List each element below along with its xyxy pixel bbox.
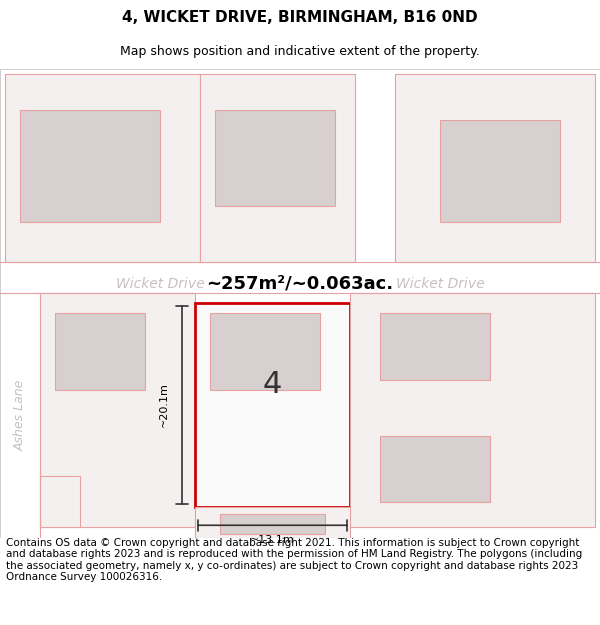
Text: 4, WICKET DRIVE, BIRMINGHAM, B16 0ND: 4, WICKET DRIVE, BIRMINGHAM, B16 0ND — [122, 9, 478, 24]
Text: ~20.1m: ~20.1m — [159, 382, 169, 428]
Bar — [440, 120, 560, 222]
Text: 4: 4 — [263, 370, 282, 399]
Text: Contains OS data © Crown copyright and database right 2021. This information is : Contains OS data © Crown copyright and d… — [6, 538, 582, 582]
Text: ~13.1m: ~13.1m — [250, 534, 295, 544]
Text: Map shows position and indicative extent of the property.: Map shows position and indicative extent… — [120, 45, 480, 58]
Bar — [210, 313, 320, 390]
Text: Wicket Drive: Wicket Drive — [116, 277, 205, 291]
Bar — [0, 262, 600, 293]
Bar — [350, 293, 595, 528]
Bar — [0, 293, 40, 538]
Bar — [215, 109, 335, 206]
Bar — [195, 303, 350, 507]
Bar — [40, 293, 195, 528]
Bar — [395, 74, 595, 262]
Bar — [380, 313, 490, 379]
Bar — [220, 514, 325, 534]
Text: Ashes Lane: Ashes Lane — [13, 379, 26, 451]
Bar — [5, 74, 200, 262]
Bar — [200, 74, 355, 262]
Bar — [195, 507, 350, 538]
Bar — [55, 313, 145, 390]
Bar — [20, 109, 160, 222]
Bar — [380, 436, 490, 502]
Text: ~257m²/~0.063ac.: ~257m²/~0.063ac. — [206, 275, 394, 292]
Text: Wicket Drive: Wicket Drive — [395, 277, 484, 291]
Polygon shape — [40, 476, 80, 528]
